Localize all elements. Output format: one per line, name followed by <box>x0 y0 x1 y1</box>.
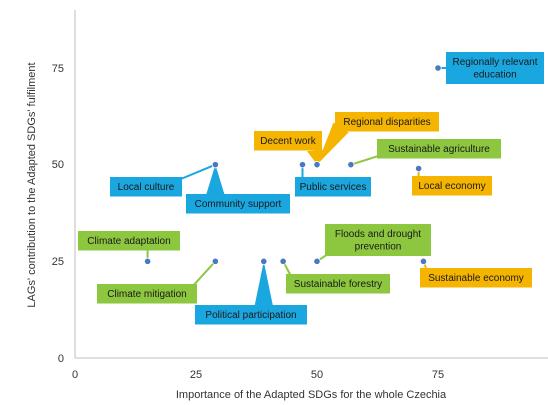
callout-label: Political participation <box>195 261 307 325</box>
callout-text: Local culture <box>118 182 175 193</box>
data-point <box>419 257 428 265</box>
x-tick-label: 25 <box>190 369 202 381</box>
data-point <box>434 64 442 72</box>
callout-label: Floods and drought prevention <box>316 224 431 263</box>
callout-box <box>377 139 501 159</box>
callout-text: education <box>473 70 516 81</box>
callout-text: Political participation <box>205 310 296 321</box>
callout-pointer <box>254 261 273 305</box>
callout-label: Sustainable forestry <box>282 260 390 294</box>
callout-box <box>335 112 439 132</box>
callout-box <box>295 177 371 197</box>
callout-pointer <box>307 149 325 165</box>
callout-box <box>97 284 197 304</box>
x-tick-label: 75 <box>432 369 444 381</box>
data-point <box>144 257 152 265</box>
data-point <box>211 161 219 169</box>
callout-text: prevention <box>355 242 402 253</box>
callout-text: Community support <box>195 199 282 210</box>
callout-label: Climate mitigation <box>97 260 217 304</box>
callout-text: Sustainable agriculture <box>388 144 490 155</box>
callout-label: Regional disparities <box>317 112 439 165</box>
callout-box <box>325 224 431 256</box>
callout-leader-line <box>175 163 216 182</box>
callout-pointer <box>206 164 225 194</box>
callout-text: Public services <box>300 182 367 193</box>
callout-box <box>78 231 180 251</box>
callout-label: Sustainable agriculture <box>350 139 501 166</box>
callout-box <box>110 177 182 197</box>
callout-text: Local economy <box>418 181 485 192</box>
callout-text: Sustainable forestry <box>294 279 382 290</box>
data-point <box>313 257 321 265</box>
callout-box <box>412 176 492 196</box>
callout-label: Decent work <box>254 131 325 165</box>
data-point <box>415 164 423 173</box>
callout-label: Climate adaptation <box>78 231 180 262</box>
y-tick-label: 50 <box>52 159 64 171</box>
data-point <box>313 161 321 169</box>
callout-label: Community support <box>186 164 290 214</box>
callout-label: Local culture <box>110 163 216 197</box>
callout-label: Regionally relevant education <box>438 52 544 84</box>
data-point <box>298 161 307 169</box>
callout-box <box>286 274 390 294</box>
data-point <box>279 257 287 265</box>
callout-pointer <box>317 122 349 165</box>
callout-label: Public services <box>295 164 371 197</box>
callout-box <box>420 268 532 288</box>
callout-box <box>254 131 322 151</box>
x-tick-label: 0 <box>72 369 78 381</box>
x-tick-label: 50 <box>311 369 323 381</box>
callout-text: Floods and drought <box>335 229 421 240</box>
callout-box <box>186 194 290 214</box>
callout-label: Sustainable economy <box>420 260 532 288</box>
callout-text: Sustainable economy <box>428 273 524 284</box>
x-axis-title: Importance of the Adapted SDGs for the w… <box>176 389 447 401</box>
callout-text: Regional disparities <box>343 117 430 128</box>
callout-text: Regionally relevant <box>452 57 537 68</box>
y-axis-title: LAGs' contribution to the Adapted SDGs' … <box>26 62 38 307</box>
callout-text: Decent work <box>260 136 317 147</box>
callout-box <box>195 305 307 325</box>
callout-box <box>446 52 544 84</box>
y-tick-label: 0 <box>58 353 64 365</box>
data-point <box>347 161 355 169</box>
y-tick-label: 25 <box>52 256 64 268</box>
y-tick-label: 75 <box>52 63 64 75</box>
callout-label: Local economy <box>412 168 492 196</box>
callout-text: Climate mitigation <box>107 289 186 300</box>
callout-text: Climate adaptation <box>87 236 170 247</box>
callout-leader-line <box>190 260 217 289</box>
data-point <box>211 257 219 265</box>
data-point <box>260 257 268 265</box>
